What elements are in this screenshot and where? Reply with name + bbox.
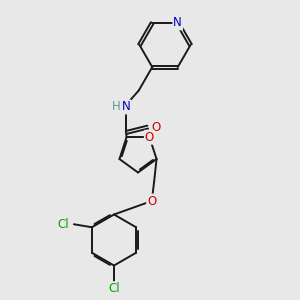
Text: O: O	[147, 194, 156, 208]
Text: H: H	[112, 100, 121, 113]
Text: N: N	[122, 100, 130, 113]
Text: Cl: Cl	[108, 282, 120, 295]
Text: O: O	[145, 131, 154, 144]
Text: O: O	[152, 121, 160, 134]
Text: N: N	[173, 16, 182, 29]
Text: Cl: Cl	[57, 218, 69, 231]
